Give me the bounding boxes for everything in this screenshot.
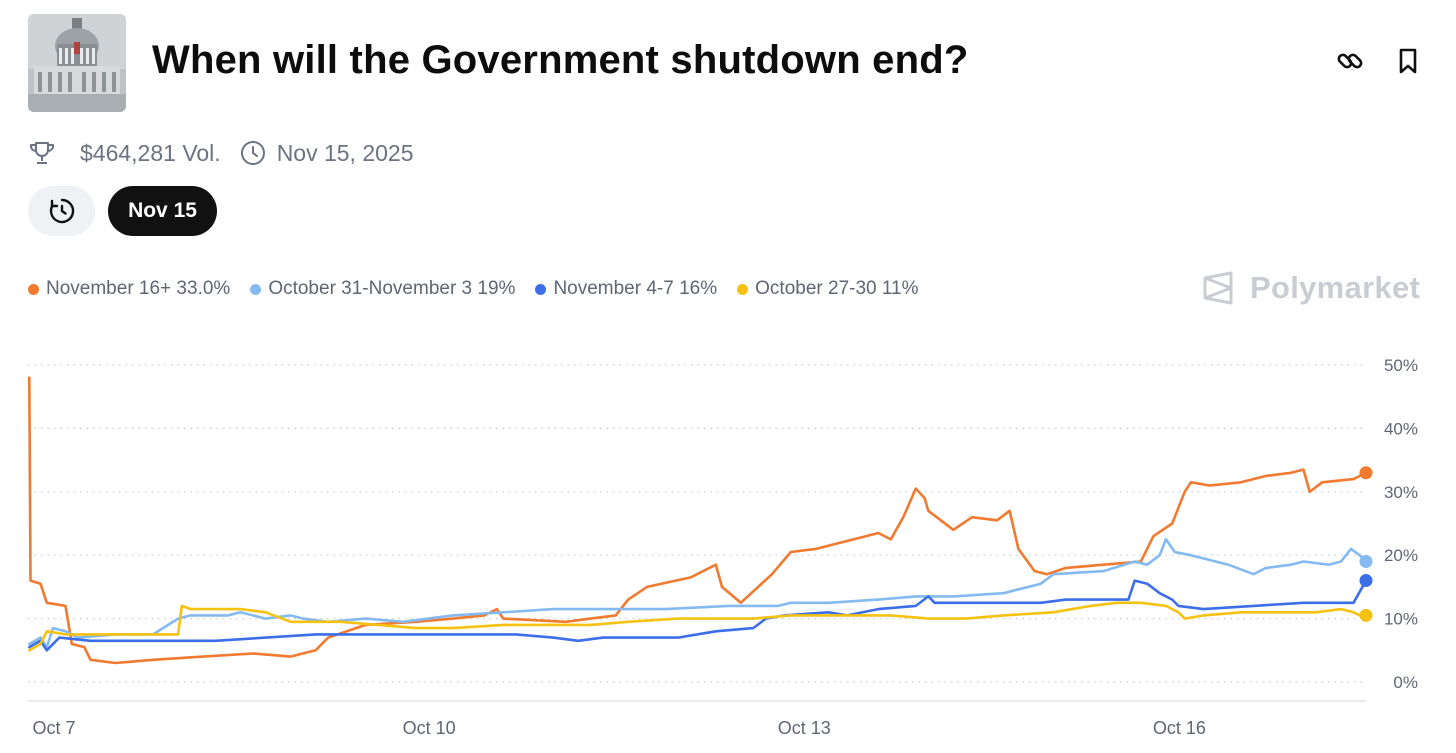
legend-dot <box>535 283 547 295</box>
y-tick-label: 30% <box>1384 483 1418 502</box>
series-end-dot <box>1359 466 1373 480</box>
capitol-building-image <box>28 14 126 112</box>
legend-dot <box>737 283 749 295</box>
x-tick-label: Oct 7 <box>33 718 76 738</box>
legend-item[interactable]: November 16+ 33.0% <box>28 278 230 300</box>
x-tick-label: Oct 16 <box>1153 718 1206 738</box>
market-meta: $464,281 Vol. Nov 15, 2025 <box>28 136 414 170</box>
price-history-chart: 0% 10% 20% 30% 40% 50% Oct 7 Oct 10 Oct 13 Oct 1… <box>28 356 1418 738</box>
y-tick-label: 10% <box>1384 610 1418 629</box>
chart-legend: November 16+ 33.0% October 31-November 3 … <box>28 278 939 300</box>
date-filter-button[interactable]: Nov 15 <box>108 186 217 236</box>
polymarket-logo-icon <box>1203 271 1233 305</box>
series-end-dot <box>1359 555 1373 569</box>
market-title: When will the Government shutdown end? <box>152 38 969 82</box>
series-end-dot <box>1359 608 1373 622</box>
y-tick-label: 20% <box>1384 546 1418 565</box>
polymarket-brand: Polymarket <box>1200 270 1420 306</box>
series-line <box>28 376 1368 665</box>
legend-label: October 31-November 3 19% <box>268 278 516 299</box>
legend-item[interactable]: October 31-November 3 19% <box>250 278 515 300</box>
y-tick-label: 0% <box>1393 673 1418 692</box>
y-tick-label: 40% <box>1384 419 1418 438</box>
legend-item[interactable]: November 4-7 16% <box>535 278 717 300</box>
trophy-icon <box>28 139 56 167</box>
legend-label: November 16+ 33.0% <box>46 278 231 299</box>
legend-label: November 4-7 16% <box>553 278 718 299</box>
bookmark-icon[interactable] <box>1393 46 1423 76</box>
legend-label: October 27-30 11% <box>755 278 919 299</box>
series-line <box>28 538 1368 649</box>
legend-item[interactable]: October 27-30 11% <box>737 278 919 300</box>
series-line <box>28 601 1368 652</box>
history-button[interactable] <box>28 186 95 236</box>
legend-dot <box>28 283 39 295</box>
clock-icon <box>239 139 267 167</box>
brand-name: Polymarket <box>1250 270 1421 305</box>
market-thumbnail <box>28 14 126 112</box>
history-clock-icon <box>49 198 74 224</box>
y-tick-label: 50% <box>1384 356 1418 375</box>
series-end-dot <box>1359 574 1373 588</box>
x-tick-label: Oct 13 <box>778 718 831 738</box>
legend-dot <box>250 283 262 295</box>
link-icon[interactable] <box>1335 46 1365 76</box>
end-date-text: Nov 15, 2025 <box>276 139 414 166</box>
volume-text: $464,281 Vol. <box>80 139 221 166</box>
x-tick-label: Oct 10 <box>403 718 456 738</box>
